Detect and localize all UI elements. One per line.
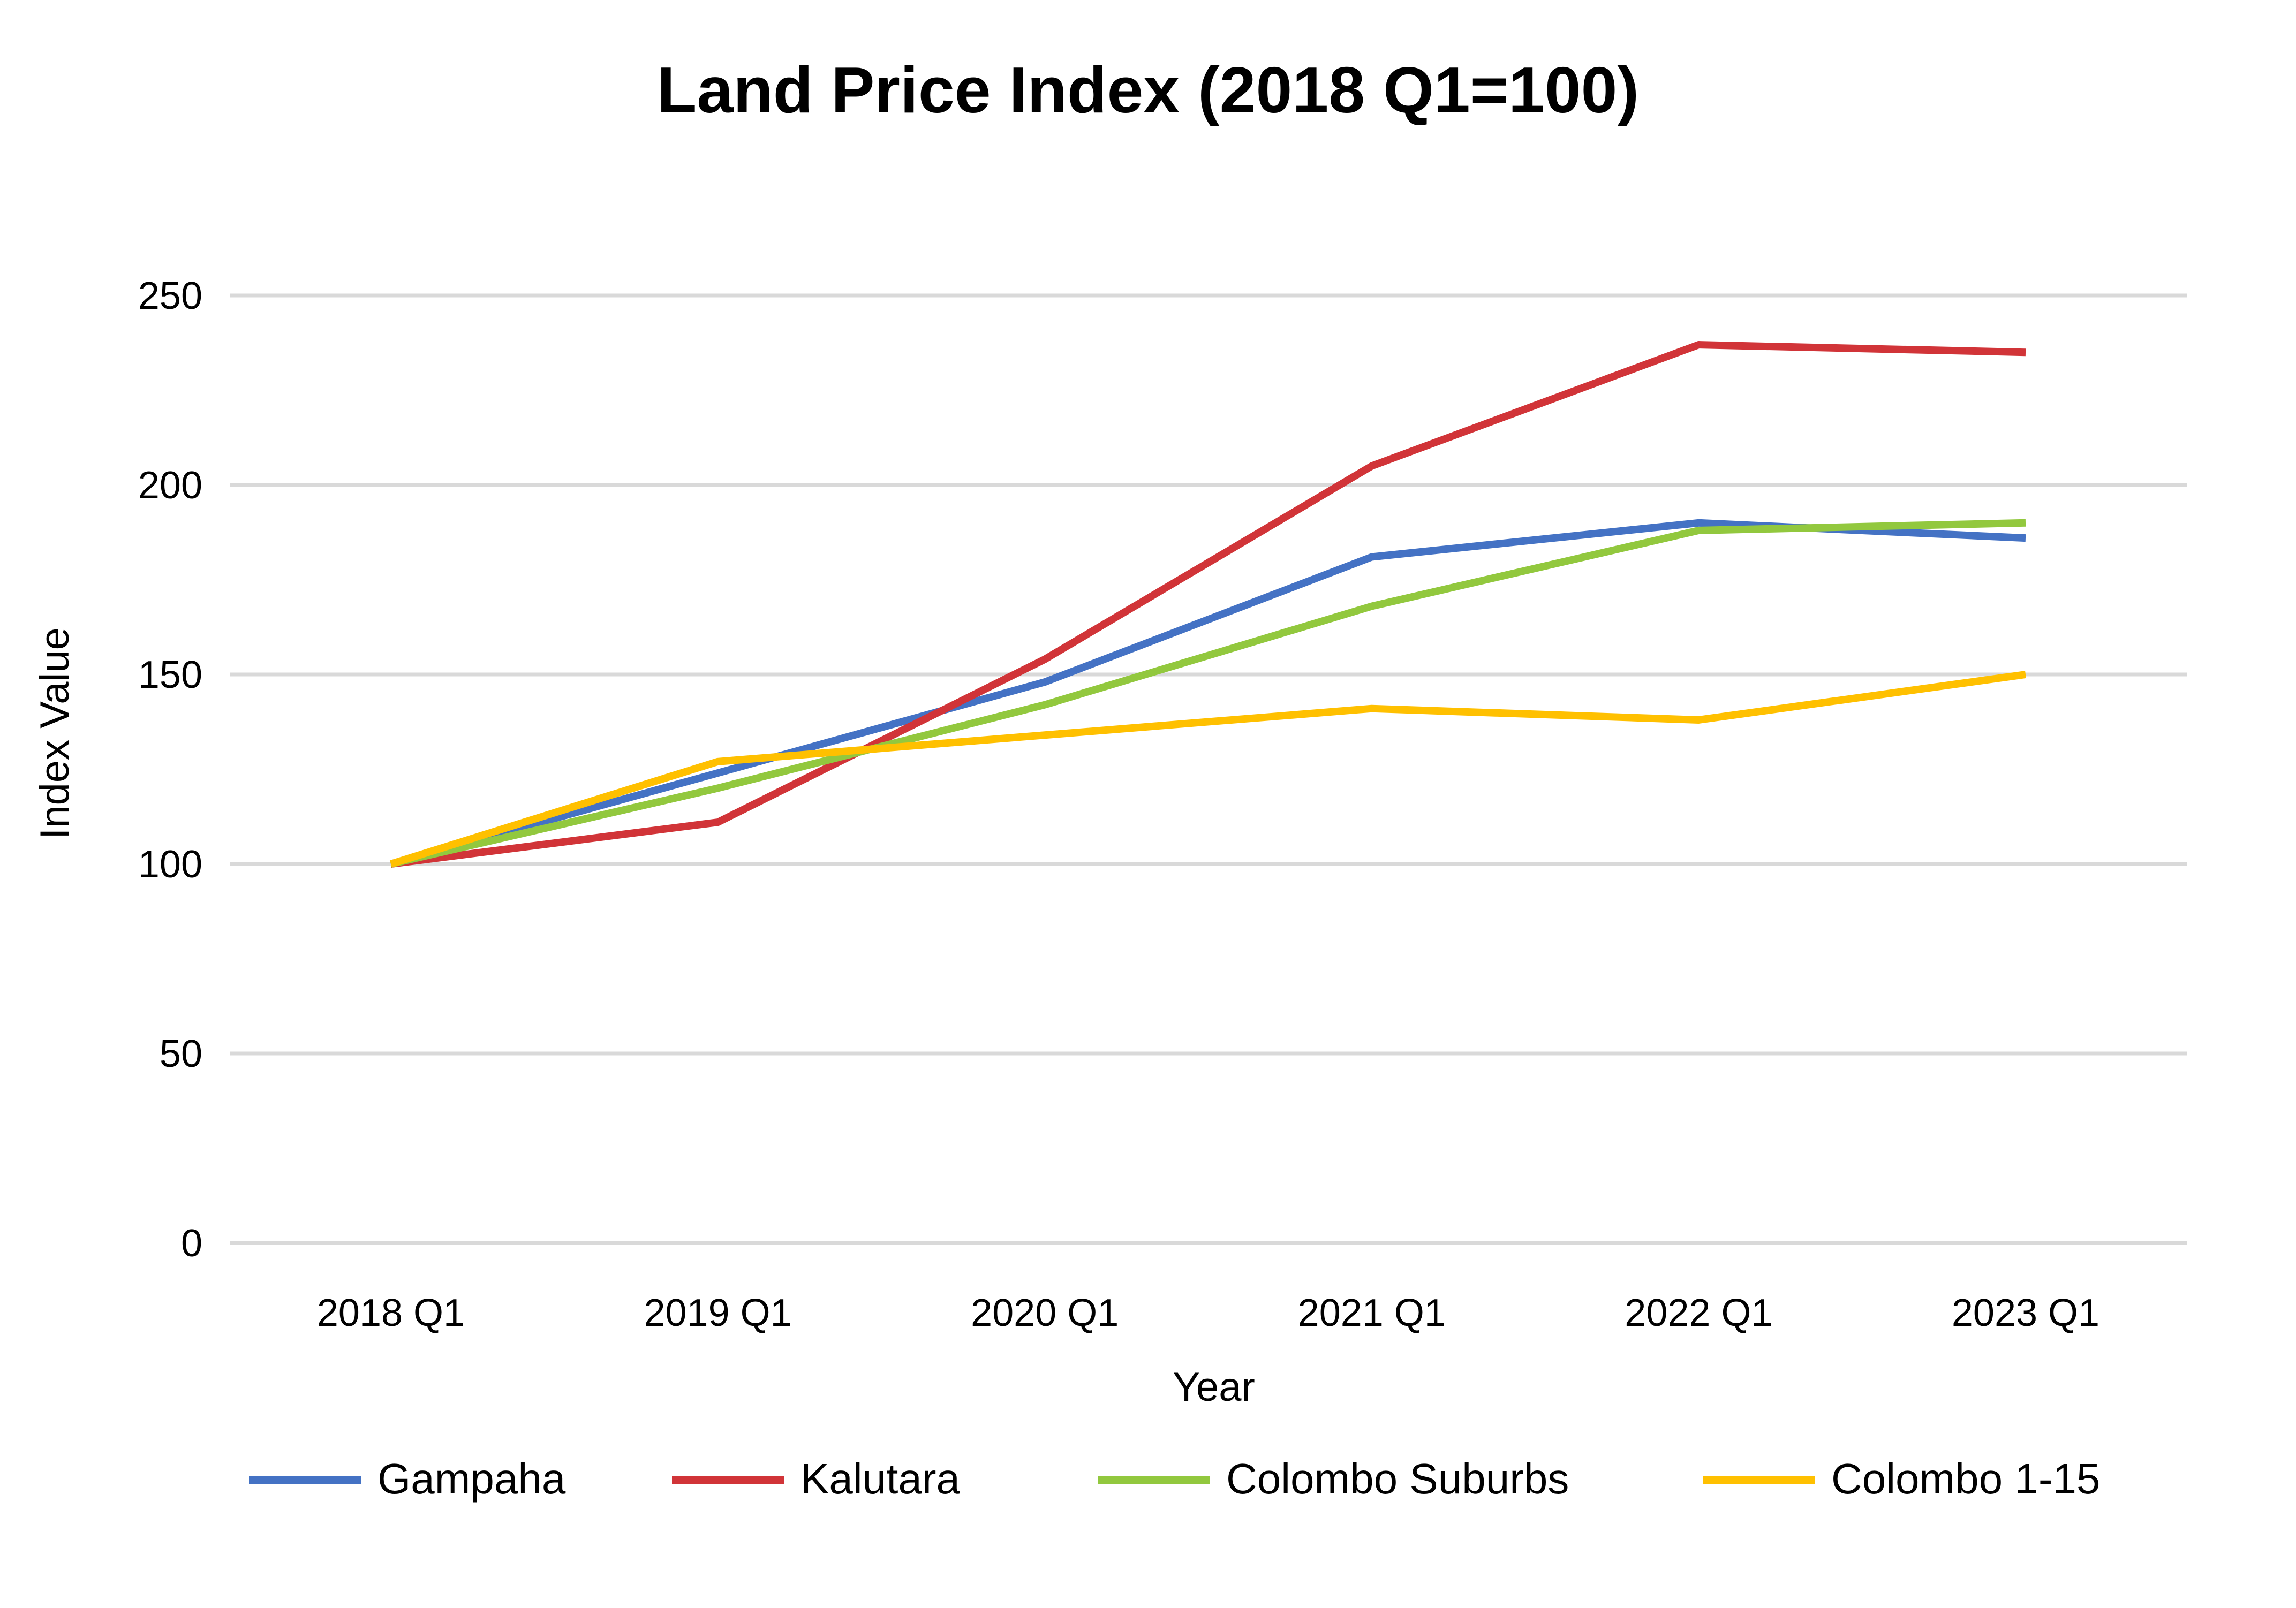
- gridlines: [230, 293, 2187, 1245]
- legend-label: Colombo Suburbs: [1226, 1455, 1569, 1503]
- y-tick-label: 50: [160, 1033, 202, 1075]
- y-tick-label: 100: [138, 843, 202, 886]
- series-line-colombo-suburbs: [390, 519, 2026, 868]
- series-line-gampaha: [390, 519, 2026, 868]
- series-lines: [389, 341, 2026, 868]
- y-tick-label: 250: [138, 275, 202, 317]
- chart-title: Land Price Index (2018 Q1=100): [657, 54, 1639, 126]
- y-tick-label: 200: [138, 464, 202, 507]
- x-tick-label: 2020 Q1: [971, 1292, 1119, 1334]
- x-axis-ticks: 2018 Q1 2019 Q1 2020 Q1 2021 Q1 2022 Q1 2023 …: [317, 1292, 2099, 1334]
- y-axis-ticks: 0 50 100 150 200 250: [138, 275, 202, 1265]
- legend: Gampaha Kalutara Colombo Suburbs Colombo 1-…: [249, 1455, 2101, 1503]
- legend-item: Kalutara: [672, 1455, 960, 1503]
- x-axis-label: Year: [1173, 1364, 1255, 1410]
- legend-label: Kalutara: [800, 1455, 960, 1503]
- x-tick-label: 2019 Q1: [644, 1292, 791, 1334]
- series-line-kalutara: [390, 341, 2026, 868]
- legend-item: Colombo Suburbs: [1098, 1455, 1569, 1503]
- x-tick-label: 2022 Q1: [1625, 1292, 1772, 1334]
- series-line-colombo-1-15: [389, 671, 2026, 868]
- y-tick-label: 150: [138, 654, 202, 696]
- y-tick-label: 0: [181, 1222, 202, 1265]
- x-tick-label: 2018 Q1: [317, 1292, 465, 1334]
- legend-label: Gampaha: [377, 1455, 566, 1503]
- x-tick-label: 2023 Q1: [1952, 1292, 2099, 1334]
- legend-label: Colombo 1-15: [1831, 1455, 2101, 1503]
- legend-item: Colombo 1-15: [1703, 1455, 2101, 1503]
- x-tick-label: 2021 Q1: [1298, 1292, 1446, 1334]
- legend-item: Gampaha: [249, 1455, 566, 1503]
- y-axis-label: Index Value: [32, 627, 78, 839]
